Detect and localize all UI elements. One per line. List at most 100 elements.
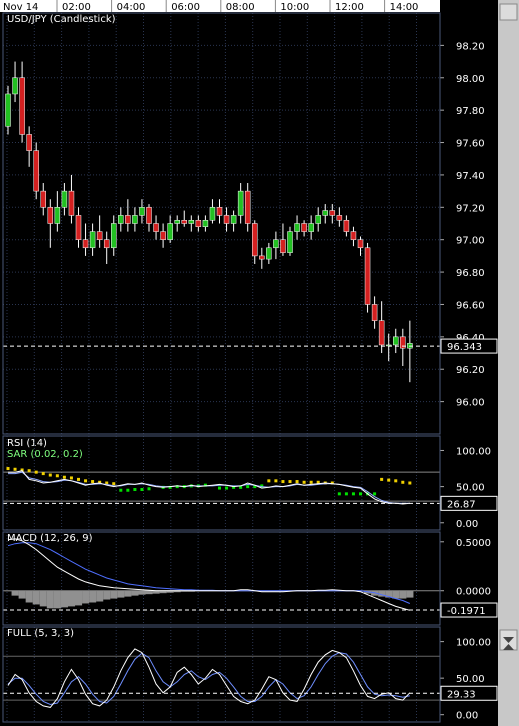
sar-dot <box>84 479 88 483</box>
candle-body <box>33 150 39 192</box>
sar-dot <box>41 472 45 476</box>
candle-body <box>181 220 187 224</box>
candle-body <box>266 247 272 260</box>
sar-dot <box>239 485 243 489</box>
time-tick-label: 08:00 <box>226 2 255 13</box>
candle-body <box>237 190 244 216</box>
sar-dot <box>168 485 172 489</box>
panel-frame <box>2 531 441 626</box>
candle-body <box>393 336 399 346</box>
sar-dot <box>316 480 320 484</box>
candle-body <box>125 215 131 224</box>
scrollbar-track[interactable] <box>498 0 519 726</box>
sar-dot <box>119 488 123 492</box>
sar-dot <box>225 486 229 490</box>
vertical-scrollbar[interactable] <box>498 0 519 726</box>
time-tick-label: 02:00 <box>62 2 91 13</box>
current-price-label: 96.343 <box>447 342 482 353</box>
candle-body <box>223 215 230 224</box>
candle-body <box>118 215 124 224</box>
scrollbar-thumb[interactable] <box>499 3 518 21</box>
candle-body <box>259 255 265 260</box>
rsi-tick-label: 0.00 <box>456 519 478 530</box>
stochastic-tick-label: 50.00 <box>456 674 485 685</box>
macd-histogram-bar <box>11 590 19 596</box>
rsi-panel: RSI (14) SAR (0.02, 0.2) 100.00 50.00 0.00… <box>2 435 498 531</box>
rsi-current-label: 26.87 <box>447 499 476 510</box>
panel-frame <box>2 12 441 435</box>
sar-dot <box>401 480 405 484</box>
price-axis-background <box>440 13 498 434</box>
price-panel: USD/JPY (Candlestick) 98.2098.0097.8097.… <box>2 12 498 435</box>
macd-histogram-bar <box>89 590 97 603</box>
rsi-tick-label: 100.00 <box>456 446 491 457</box>
macd-histogram-bar <box>25 590 33 603</box>
time-tick-label: 10:00 <box>280 2 309 13</box>
macd-histogram-bar <box>124 590 132 597</box>
sar-dot <box>246 485 250 489</box>
macd-tick-label: 0.5000 <box>456 538 491 549</box>
macd-histogram-bar <box>159 590 167 594</box>
candle-body <box>89 231 96 249</box>
macd-histogram-bar <box>145 590 153 595</box>
candle-body <box>68 190 75 216</box>
rsi-tick-label: 50.00 <box>456 483 485 494</box>
candle-body <box>244 190 251 224</box>
price-tick-label: 97.20 <box>456 203 485 214</box>
macd-histogram-bar <box>385 590 393 598</box>
sar-dot <box>175 485 179 489</box>
sar-dot <box>55 474 59 478</box>
macd-current-box <box>440 602 498 618</box>
macd-histogram-bar <box>60 590 68 608</box>
rsi-line <box>8 470 410 505</box>
time-tick-label: 14:00 <box>390 2 419 13</box>
macd-histogram-bar <box>152 590 160 594</box>
candle-body <box>75 215 82 240</box>
sar-dot <box>112 482 116 486</box>
candle-body <box>54 207 61 224</box>
macd-histogram-bar <box>187 590 195 592</box>
price-tick-label: 96.00 <box>456 398 485 409</box>
scroll-down-arrow-icon[interactable] <box>503 637 514 643</box>
macd-histogram-bar <box>96 590 104 602</box>
sar-dot <box>48 473 52 477</box>
macd-histogram-bar <box>399 590 407 599</box>
sar-dot <box>218 486 221 490</box>
stochastic-tick-label: 0.00 <box>456 711 478 722</box>
sar-dot <box>253 485 257 489</box>
sar-dot <box>281 480 285 484</box>
sar-dot <box>330 481 334 485</box>
candle-body <box>280 239 286 253</box>
rsi-current-box <box>440 495 498 511</box>
sar-dot <box>288 480 292 484</box>
scroll-up-arrow-icon[interactable] <box>503 644 514 650</box>
macd-histogram-bar <box>53 590 61 609</box>
macd-histogram-bar <box>131 590 139 596</box>
sar-dot <box>147 487 151 491</box>
candle-body <box>146 207 152 224</box>
sar-dot <box>344 492 348 496</box>
panel-frame <box>2 435 441 531</box>
price-tick-label: 97.00 <box>456 236 485 247</box>
candle-body <box>153 223 159 232</box>
candle-body <box>216 207 223 216</box>
macd-histogram-bar <box>39 590 47 607</box>
candle-body <box>26 134 32 151</box>
sar-dot <box>98 480 102 484</box>
sar-dot <box>6 467 10 471</box>
macd-histogram-bar <box>364 590 372 594</box>
macd-histogram-bar <box>180 590 188 592</box>
macd-histogram-bar <box>406 590 414 598</box>
macd-histogram-bar <box>32 590 40 605</box>
candle-body <box>301 223 307 232</box>
sar-dot <box>295 480 299 484</box>
stochastic-tick-label: 100.00 <box>456 638 491 649</box>
stochastic-panel-title: FULL (5, 3, 3) <box>7 628 74 639</box>
sar-dot <box>91 480 95 484</box>
candle-body <box>160 231 166 240</box>
candle-body <box>343 220 350 232</box>
macd-histogram-bar <box>46 590 54 609</box>
stochastic-current-label: 29.33 <box>447 689 476 700</box>
